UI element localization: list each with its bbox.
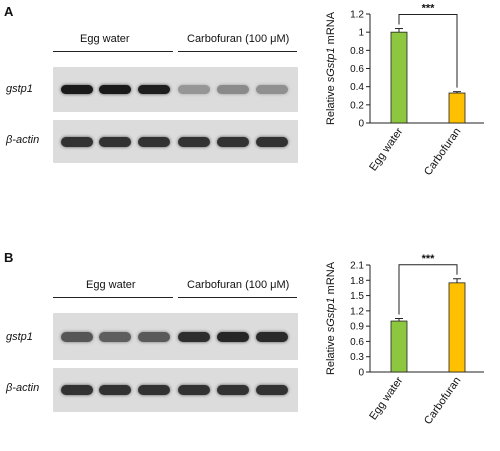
b-y-tick-label-0: 0 [358,368,364,379]
a-bar-2 [448,92,466,124]
beta-actin-b-band-lane-4 [178,385,210,395]
b-y-axis-label-part-1: Relative [325,332,337,375]
b-y-tick-label-2: 0.6 [350,337,364,348]
beta-actin-b-band-lane-1 [61,385,93,395]
gene-label-beta-actin-b: β-actin [6,382,40,394]
y-axis-label-b: Relative sGstp1 mRNA [325,261,337,375]
b-y-tick-label-7: 2.1 [350,261,364,272]
gel-blot-gstp1-b [53,313,298,360]
bar-chart-b: Relative sGstp1 mRNA 0 0.3 0.6 0.9 1.2 1.5 1.8… [325,253,484,427]
b-bar-2 [448,282,466,373]
gel-blot-beta-actin [53,120,298,163]
a-y-tick-label-4: 0.8 [350,46,364,57]
group-line-egg-water-b [53,297,173,298]
b-bar-1 [390,320,408,373]
b-y-tick-label-5: 1.5 [350,291,364,302]
beta-actin-band-lane-2 [99,137,131,147]
panel-letter-a: A [4,4,14,19]
gstp1-b-band-lane-1 [61,332,93,342]
gstp1-b-band-lane-5 [217,332,249,342]
b-y-tick-label-4: 1.2 [350,306,364,317]
group-label-carbofuran: Carbofuran (100 μM) [187,33,290,45]
b-significance-bracket [398,264,458,315]
a-bar-1 [390,31,408,124]
bar-chart-a: Relative sGstp1 mRNA 0 0.2 0.4 0.6 0.8 1 1.2 Eg… [325,3,484,178]
a-y-tick-label-6: 1.2 [350,10,364,21]
a-y-axis-label-part-1: Relative [325,82,337,125]
beta-actin-b-band-lane-3 [138,385,170,395]
group-line-egg-water [53,51,173,52]
beta-actin-b-band-lane-2 [99,385,131,395]
gene-label-gstp1-b: gstp1 [6,331,33,343]
beta-actin-band-lane-5 [217,137,249,147]
group-label-carbofuran-b: Carbofuran (100 μM) [187,279,290,291]
b-y-tick-label-3: 0.9 [350,322,364,333]
gene-label-beta-actin: β-actin [6,134,40,146]
gstp1-b-band-lane-2 [99,332,131,342]
a-x-tick-label-2: Carbofuran [422,126,463,178]
group-label-egg-water: Egg water [80,33,130,45]
y-axis-label: Relative sGstp1 mRNA [325,11,337,125]
a-y-axis-label-part-2: sGstp1 [325,47,337,82]
a-y-tick-label-1: 0.2 [350,100,364,111]
gstp1-b-band-lane-3 [138,332,170,342]
gstp1-b-band-lane-6 [256,332,288,342]
gel-blot-gstp1 [53,67,298,112]
b-x-tick-label-2: Carbofuran [422,375,463,427]
beta-actin-band-lane-4 [178,137,210,147]
group-label-egg-water-b: Egg water [86,279,136,291]
b-y-tick-label-1: 0.3 [350,352,364,363]
gstp1-b-band-lane-4 [178,332,210,342]
a-y-tick-label-0: 0 [358,119,364,130]
gstp1-band-lane-2 [99,85,131,94]
b-y-axis-label-part-2: sGstp1 [325,297,337,332]
b-x-tick-label-1: Egg water [367,375,405,423]
beta-actin-band-lane-1 [61,137,93,147]
gstp1-band-lane-3 [138,85,170,94]
a-significance-bracket [398,14,458,88]
beta-actin-b-band-lane-6 [256,385,288,395]
group-line-carbofuran [178,51,297,52]
a-y-tick-label-2: 0.4 [350,82,364,93]
beta-actin-band-lane-3 [138,137,170,147]
b-y-tick-label-6: 1.8 [350,276,364,287]
gstp1-band-lane-6 [256,85,288,94]
gstp1-band-lane-1 [61,85,93,94]
a-y-tick-label-5: 1 [358,28,364,39]
a-y-tick-label-3: 0.6 [350,64,364,75]
a-y-axis-label-part-3: mRNA [325,11,337,47]
panel-letter-b: B [4,250,14,265]
gstp1-band-lane-5 [217,85,249,94]
gene-label-gstp1: gstp1 [6,83,33,95]
a-x-tick-label-1: Egg water [367,126,405,174]
gel-blot-beta-actin-b [53,368,298,412]
group-line-carbofuran-b [178,297,297,298]
b-y-axis-label-part-3: mRNA [325,261,337,297]
beta-actin-band-lane-6 [256,137,288,147]
b-significance-stars: *** [422,253,436,265]
beta-actin-b-band-lane-5 [217,385,249,395]
a-significance-stars: *** [422,3,436,15]
gstp1-band-lane-4 [178,85,210,94]
